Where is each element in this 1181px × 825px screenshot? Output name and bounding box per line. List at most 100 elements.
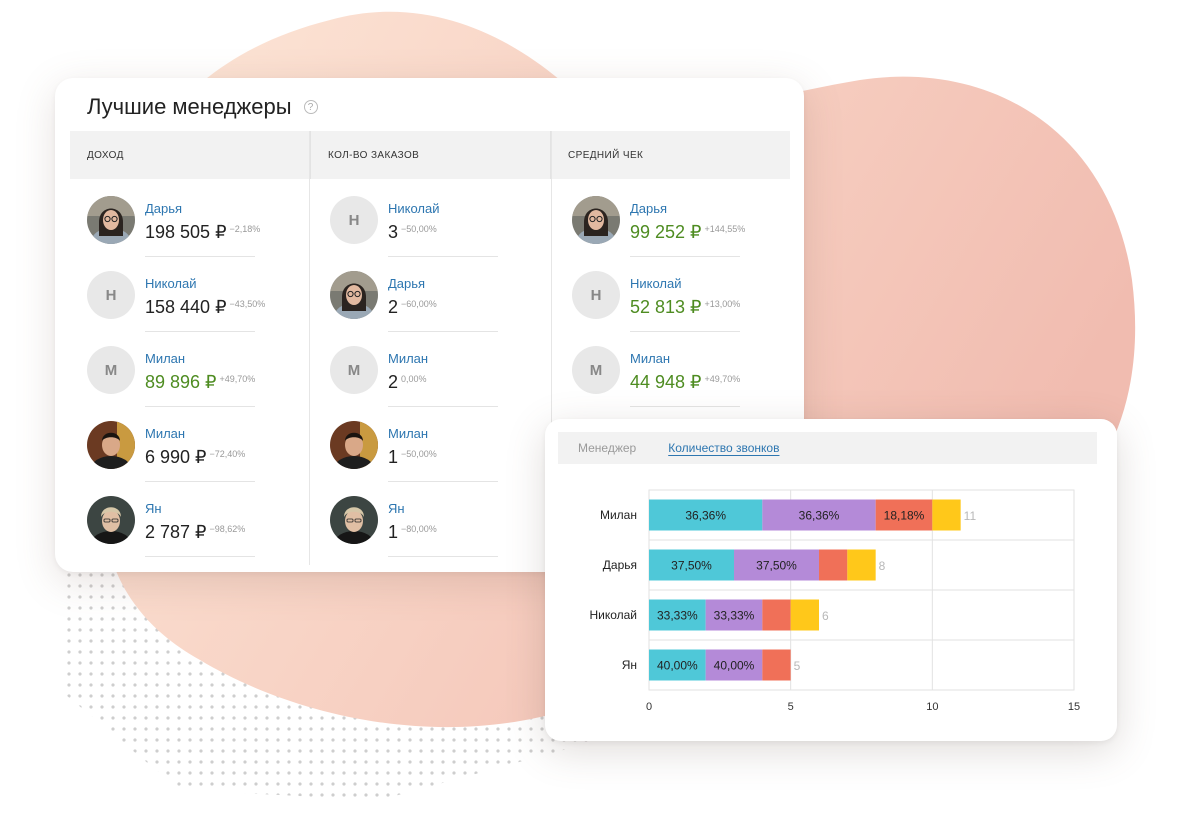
manager-list-item: Н Николай 52 813 ₽ +13,00% [572, 265, 782, 340]
manager-name-link[interactable]: Николай [388, 201, 440, 216]
metric-value: 2 [388, 297, 399, 317]
manager-list-item: М Милан 89 896 ₽ +49,70% [87, 340, 297, 415]
bar-segment [932, 499, 961, 531]
column-divider [551, 131, 552, 565]
columns-header: ДОХОД КОЛ-ВО ЗАКАЗОВ СРЕДНИЙ ЧЕК [70, 131, 790, 179]
manager-name-link[interactable]: Милан [388, 351, 429, 366]
manager-list-item: Ян 2 787 ₽ −98,62% [87, 490, 297, 565]
metric-value: 198 505 ₽ [145, 222, 227, 242]
divider [388, 256, 498, 257]
segment-label: 40,00% [714, 659, 755, 673]
manager-list-item: М Милан 44 948 ₽ +49,70% [572, 340, 782, 415]
category-label: Николай [589, 608, 637, 622]
metric-value: 52 813 ₽ [630, 297, 702, 317]
metric-row: 3 −50,00% [388, 222, 437, 243]
card-title-row: Лучшие менеджеры ? [87, 92, 318, 122]
divider [145, 556, 255, 557]
segment-label: 40,00% [657, 659, 698, 673]
bar-segment [705, 599, 763, 631]
manager-name-link[interactable]: Дарья [388, 276, 426, 291]
bar-segment [649, 549, 734, 581]
divider [388, 331, 498, 332]
manager-list-item: Милан 1 −50,00% [330, 415, 540, 490]
avatar: Н [572, 271, 620, 319]
manager-list-item: Дарья 99 252 ₽ +144,55% [572, 190, 782, 265]
column-header-average-check[interactable]: СРЕДНИЙ ЧЕК [550, 131, 790, 179]
tab-call-count[interactable]: Количество звонков [668, 441, 780, 455]
manager-list-item: Дарья 198 505 ₽ −2,18% [87, 190, 297, 265]
metric-row: 158 440 ₽ −43,50% [145, 297, 265, 318]
divider [145, 331, 255, 332]
bar-segment [819, 549, 848, 581]
segment-label: 36,36% [685, 509, 726, 523]
metric-change: −98,62% [209, 524, 246, 534]
bar-segment [790, 599, 819, 631]
divider [145, 481, 255, 482]
bar-segment [649, 499, 763, 531]
avatar: Н [330, 196, 378, 244]
bar-segment [762, 499, 876, 531]
bar-total-label: 6 [822, 609, 829, 623]
metric-change: +49,70% [219, 374, 256, 384]
manager-name-link[interactable]: Николай [145, 276, 197, 291]
list-revenue: Дарья 198 505 ₽ −2,18% Н Николай 158 440 ₽ −43… [87, 190, 297, 565]
bar-segment [762, 649, 791, 681]
metric-row: 52 813 ₽ +13,00% [630, 297, 740, 318]
bar-segment [649, 599, 706, 631]
manager-name-link[interactable]: Дарья [630, 201, 668, 216]
metric-row: 2 787 ₽ −98,62% [145, 522, 245, 543]
metric-value: 3 [388, 222, 399, 242]
bar-segment [649, 649, 706, 681]
manager-list-item: М Милан 2 0,00% [330, 340, 540, 415]
manager-name-link[interactable]: Николай [630, 276, 682, 291]
manager-list-item: Дарья 2 −60,00% [330, 265, 540, 340]
divider [388, 556, 498, 557]
divider [388, 406, 498, 407]
help-icon[interactable]: ? [303, 100, 318, 114]
manager-name-link[interactable]: Милан [388, 426, 429, 441]
metric-row: 2 −60,00% [388, 297, 437, 318]
avatar: М [572, 346, 620, 394]
manager-name-link[interactable]: Милан [145, 351, 186, 366]
avatar [330, 496, 378, 544]
category-label: Милан [600, 508, 637, 522]
avatar: М [330, 346, 378, 394]
divider [630, 256, 740, 257]
page-title: Лучшие менеджеры [87, 94, 292, 119]
avatar [330, 421, 378, 469]
avatar [330, 271, 378, 319]
calls-chart-card: Менеджер Количество звонков 0 5 10 15 Милан 3… [545, 419, 1117, 741]
segment-label: 36,36% [799, 509, 840, 523]
column-divider [309, 131, 310, 565]
list-average-check: Дарья 99 252 ₽ +144,55% Н Николай 52 813 ₽ +13… [572, 190, 782, 415]
segment-label: 33,33% [657, 609, 698, 623]
manager-name-link[interactable]: Ян [145, 501, 162, 516]
metric-value: 2 787 ₽ [145, 522, 207, 542]
x-tick-label: 5 [788, 701, 794, 713]
segment-label: 18,18% [884, 509, 925, 523]
metric-change: −43,50% [229, 299, 266, 309]
divider [630, 331, 740, 332]
divider [145, 256, 255, 257]
category-label: Ян [622, 658, 637, 672]
segment-label: 37,50% [756, 559, 797, 573]
divider [145, 406, 255, 407]
metric-value: 44 948 ₽ [630, 372, 702, 392]
column-header-orders[interactable]: КОЛ-ВО ЗАКАЗОВ [310, 131, 550, 179]
bar-total-label: 5 [794, 659, 801, 673]
avatar [87, 421, 135, 469]
manager-name-link[interactable]: Дарья [145, 201, 183, 216]
list-orders: Н Николай 3 −50,00% Дарья 2 −60,00% М Милан 2 0,0… [330, 190, 540, 565]
manager-list-item: Милан 6 990 ₽ −72,40% [87, 415, 297, 490]
avatar [87, 196, 135, 244]
manager-name-link[interactable]: Милан [630, 351, 671, 366]
avatar: М [87, 346, 135, 394]
bar-total-label: 8 [879, 559, 886, 573]
avatar [87, 496, 135, 544]
manager-name-link[interactable]: Милан [145, 426, 186, 441]
category-label: Дарья [603, 558, 637, 572]
tab-manager[interactable]: Менеджер [578, 441, 637, 455]
metric-row: 89 896 ₽ +49,70% [145, 372, 255, 393]
manager-name-link[interactable]: Ян [388, 501, 405, 516]
column-header-revenue[interactable]: ДОХОД [87, 149, 124, 161]
